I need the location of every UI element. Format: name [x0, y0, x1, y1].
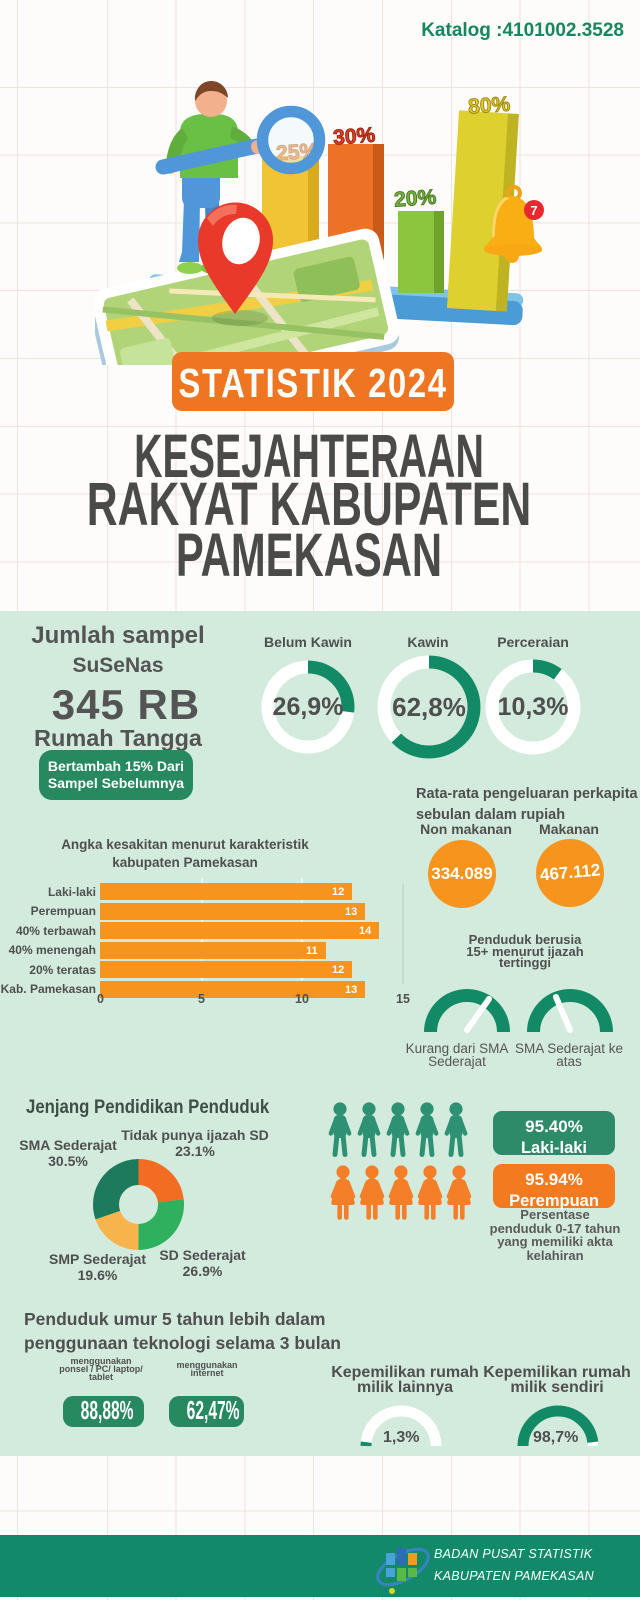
svg-text:30%: 30% — [332, 124, 376, 150]
svg-text:20%: 20% — [393, 186, 437, 212]
svg-text:80%: 80% — [467, 93, 511, 119]
svg-text:7: 7 — [530, 203, 537, 218]
